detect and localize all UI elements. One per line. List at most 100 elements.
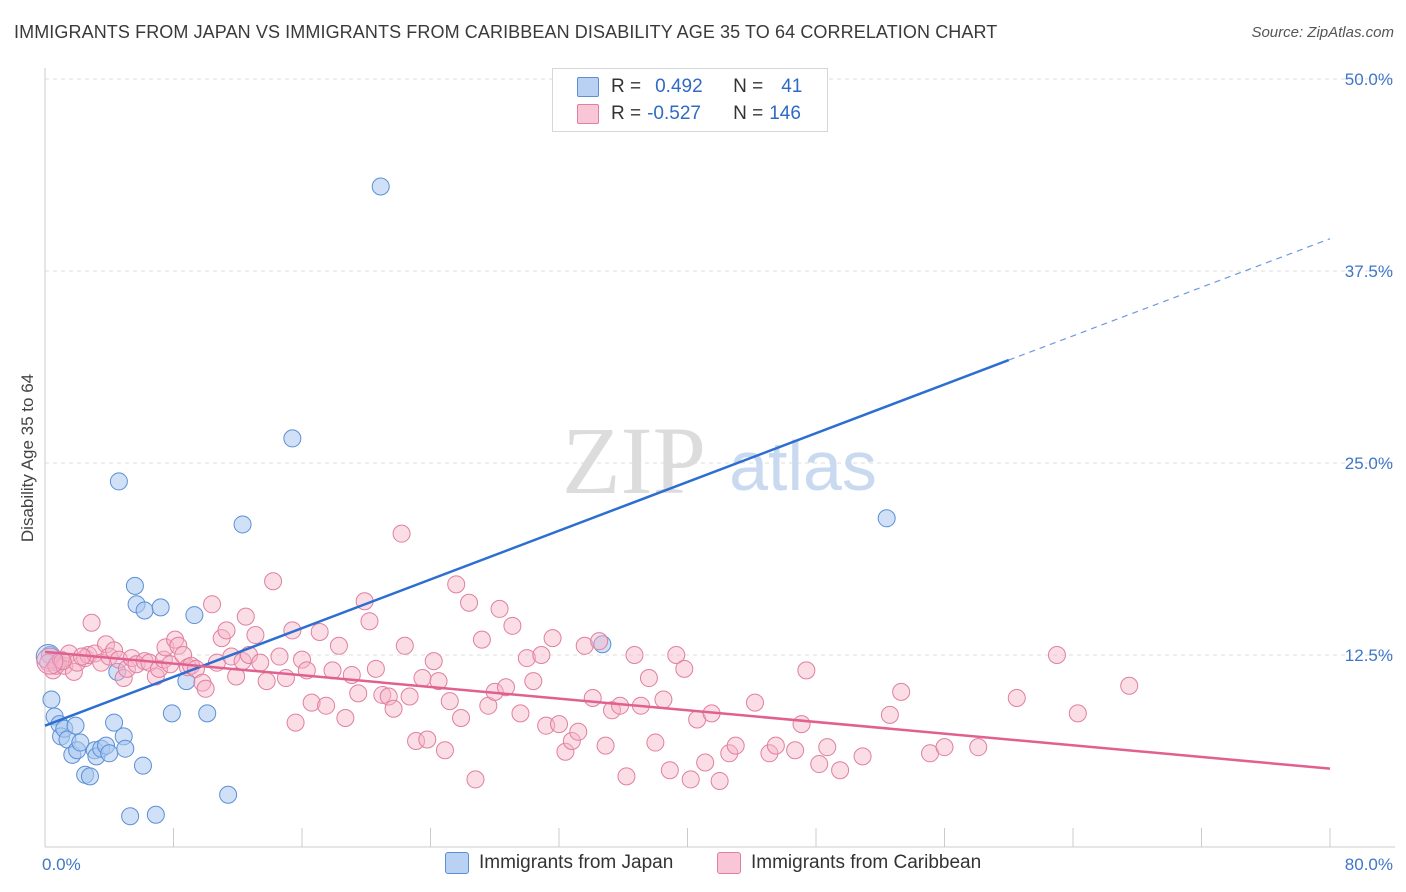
data-point-caribbean: [169, 636, 188, 655]
data-point-caribbean: [490, 599, 509, 618]
grid-lines: [45, 78, 1395, 656]
data-point-caribbean: [400, 687, 419, 706]
data-point-caribbean: [675, 659, 694, 678]
data-point-caribbean: [150, 659, 169, 678]
data-point-caribbean: [583, 689, 602, 708]
data-point-caribbean: [969, 738, 988, 757]
data-point-caribbean: [384, 699, 403, 718]
data-point-caribbean: [1068, 704, 1087, 723]
data-point-caribbean: [543, 629, 562, 648]
data-point-caribbean: [654, 690, 673, 709]
legend-item-japan[interactable]: Immigrants from Japan: [445, 852, 673, 874]
data-point-japan: [162, 704, 181, 723]
data-point-japan: [116, 739, 135, 758]
data-point-caribbean: [251, 653, 270, 672]
data-point-caribbean: [511, 704, 530, 723]
data-point-caribbean: [429, 672, 448, 691]
data-point-caribbean: [710, 771, 729, 790]
data-point-caribbean: [617, 767, 636, 786]
trend-line-japan-extension: [1008, 238, 1331, 361]
data-point-caribbean: [550, 715, 568, 734]
source-label: Source: ZipAtlas.com: [1251, 24, 1394, 41]
data-point-caribbean: [556, 742, 575, 761]
data-point-caribbean: [720, 744, 739, 763]
data-point-caribbean: [366, 659, 385, 678]
data-point-caribbean: [625, 646, 644, 664]
data-point-caribbean: [596, 736, 615, 755]
legend-r-label: R =: [611, 103, 642, 124]
data-point-japan: [105, 713, 124, 732]
data-point-caribbean: [792, 715, 811, 734]
data-point-caribbean: [395, 636, 414, 655]
data-point-japan: [233, 515, 252, 534]
data-point-caribbean: [203, 595, 222, 614]
series-legend: Immigrants from Japan Immigrants from Ca…: [0, 852, 1406, 878]
data-point-caribbean: [413, 669, 432, 688]
legend-r-value: 0.492: [655, 76, 703, 97]
data-point-caribbean: [696, 753, 715, 772]
data-point-caribbean: [726, 736, 745, 755]
data-point-caribbean: [257, 672, 276, 691]
data-point-japan: [100, 744, 119, 763]
data-point-caribbean: [435, 741, 454, 760]
legend-label-japan: Immigrants from Japan: [479, 852, 674, 873]
data-point-caribbean: [217, 621, 236, 640]
data-point-caribbean: [880, 705, 899, 724]
axes: [44, 68, 1395, 848]
data-point-japan: [66, 716, 85, 735]
data-point-caribbean: [236, 607, 255, 626]
y-tick-label: 37.5%: [1345, 262, 1393, 281]
japan-swatch: [577, 77, 599, 97]
data-point-japan: [151, 598, 170, 617]
data-point-caribbean: [349, 684, 368, 703]
data-point-caribbean: [517, 649, 536, 668]
data-point-caribbean: [460, 593, 479, 612]
data-point-caribbean: [745, 693, 764, 712]
data-point-caribbean: [317, 696, 336, 715]
data-point-caribbean: [537, 716, 556, 735]
data-point-caribbean: [373, 685, 392, 704]
data-point-caribbean: [329, 636, 348, 655]
legend-row-japan: R = 0.492 N = 41: [577, 75, 802, 99]
data-point-caribbean: [892, 682, 911, 701]
x-tick-label: 80.0%: [1345, 855, 1393, 874]
data-point-caribbean: [1047, 646, 1066, 664]
data-point-caribbean: [532, 646, 551, 664]
data-point-caribbean: [156, 638, 175, 657]
data-point-caribbean: [590, 632, 609, 651]
data-point-caribbean: [440, 692, 459, 711]
data-point-japan: [133, 756, 152, 775]
data-point-caribbean: [524, 672, 543, 691]
caribbean-swatch: [577, 104, 599, 124]
data-point-caribbean: [82, 613, 101, 632]
trend-line-japan: [44, 358, 1010, 727]
data-point-japan: [198, 704, 217, 723]
legend-n-label: N =: [733, 103, 764, 124]
chart-title: IMMIGRANTS FROM JAPAN VS IMMIGRANTS FROM…: [14, 22, 998, 42]
data-point-caribbean: [472, 630, 491, 649]
legend-r-label: R =: [611, 76, 642, 97]
trend-line-caribbean: [44, 650, 1331, 770]
data-point-japan: [121, 807, 140, 826]
data-point-caribbean: [853, 747, 872, 766]
data-point-caribbean: [424, 652, 443, 671]
legend-n-value: 146: [769, 103, 801, 124]
data-point-caribbean: [392, 524, 411, 543]
data-point-caribbean: [681, 770, 700, 789]
japan-series: [35, 177, 896, 826]
data-point-caribbean: [503, 616, 522, 635]
data-point-caribbean: [562, 732, 581, 751]
y-tick-label: 12.5%: [1345, 646, 1393, 665]
data-point-caribbean: [302, 693, 321, 712]
data-point-caribbean: [496, 678, 515, 697]
correlation-legend: R = 0.492 N = 41 R = -0.527 N = 146: [552, 68, 828, 132]
data-point-japan: [283, 429, 302, 448]
data-point-caribbean: [270, 647, 289, 666]
data-point-caribbean: [452, 708, 471, 727]
y-tick-label: 50.0%: [1345, 70, 1393, 89]
legend-item-caribbean[interactable]: Immigrants from Caribbean: [717, 852, 981, 874]
legend-row-caribbean: R = -0.527 N = 146: [577, 102, 801, 126]
data-point-japan: [371, 177, 390, 196]
data-point-japan: [80, 767, 99, 786]
